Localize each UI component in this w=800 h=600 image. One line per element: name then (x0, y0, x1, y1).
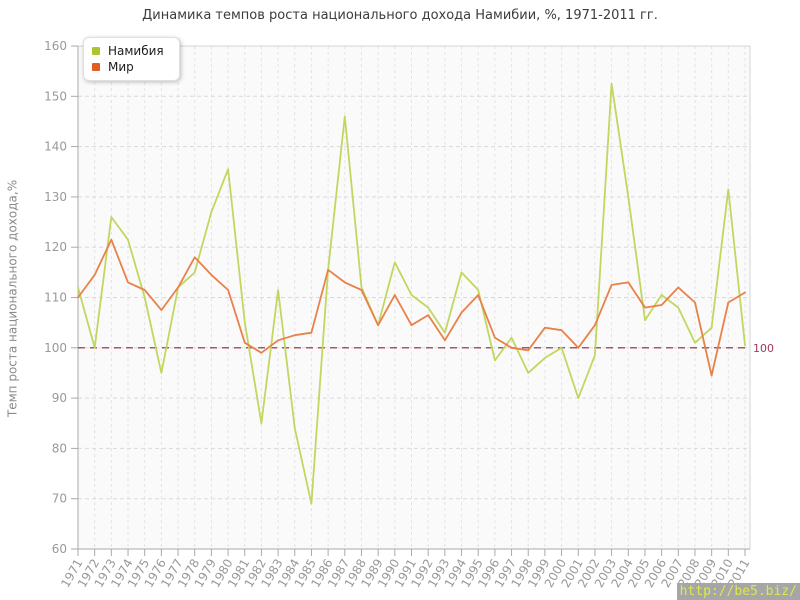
svg-text:100: 100 (44, 341, 67, 355)
svg-text:120: 120 (44, 240, 67, 254)
svg-text:70: 70 (52, 492, 67, 506)
svg-text:90: 90 (52, 391, 67, 405)
series-line-namibia (77, 82, 746, 505)
svg-text:80: 80 (52, 441, 67, 455)
x-axis-ticks-and-labels: 1971197219731974197519761977197819791980… (58, 549, 753, 590)
legend-marker-namibia-icon (92, 47, 100, 55)
legend-marker-mir-icon (92, 63, 100, 71)
svg-text:150: 150 (44, 89, 67, 103)
svg-text:110: 110 (44, 291, 67, 305)
y-axis-title: Темп роста национального дохода,% (5, 179, 20, 418)
chart-legend: Намибия Мир (83, 37, 180, 81)
watermark-link: http://be5.biz/ (676, 583, 800, 600)
svg-text:140: 140 (44, 140, 67, 154)
y-axis-ticks-and-labels: 60 70 80 90 100 110 120 130 140 150 160 (44, 39, 78, 556)
reference-line-100: 100 (78, 342, 774, 355)
chart-title: Динамика темпов роста национального дохо… (142, 8, 658, 23)
legend-label-namibia: Намибия (108, 44, 164, 58)
svg-text:60: 60 (52, 542, 67, 556)
series-line-mir (77, 238, 746, 377)
svg-text:160: 160 (44, 39, 67, 53)
legend-item-mir: Мир (92, 59, 164, 75)
legend-item-namibia: Намибия (92, 43, 164, 59)
svg-text:130: 130 (44, 190, 67, 204)
legend-label-mir: Мир (108, 60, 134, 74)
svg-text:100: 100 (753, 342, 774, 355)
